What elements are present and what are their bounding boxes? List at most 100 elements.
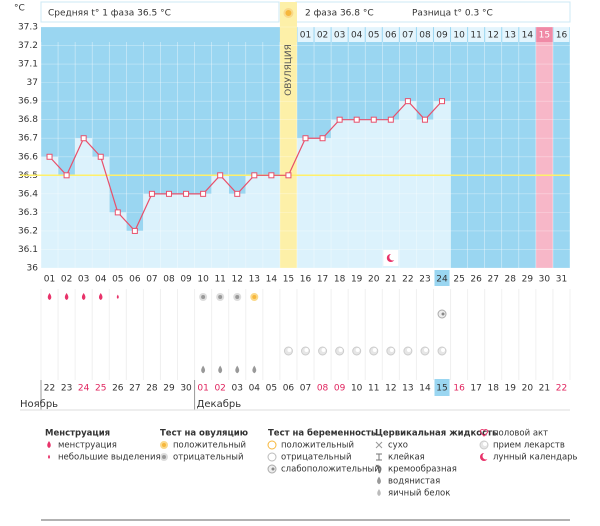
temp-point [234,190,241,197]
temp-point [285,172,292,179]
month-label: Декабрь [197,399,242,410]
date-label: 20 [522,384,534,394]
icon-pill [420,346,430,356]
legend-title: Тест на беременность [268,428,376,439]
date-label: 13 [402,384,413,394]
icon-drop [47,293,52,300]
date-label: 09 [334,384,346,394]
icon-moon [480,452,490,461]
icon-water [201,365,206,374]
temp-point [319,135,326,142]
luteal-day: 13 [505,31,516,41]
icon-part [376,453,382,461]
temp-column [262,175,280,268]
legend-label: небольшие выделения [58,453,161,463]
x-tick-label: 17 [317,275,328,285]
temp-column [365,119,383,268]
temp-column [416,119,434,268]
luteal-day: 07 [402,31,413,41]
luteal-cell [519,27,536,42]
luteal-cell [331,27,348,42]
legend-label: яичный белок [388,489,450,499]
y-unit: °C [14,4,25,14]
luteal-day: 06 [385,31,397,41]
icon-pregweak [267,464,277,474]
icon-pill [403,346,413,356]
legend-label: положительный [173,441,246,451]
icon-part [64,293,69,300]
date-label: 05 [266,384,277,394]
icon-part [235,365,240,374]
date-label: 07 [300,384,311,394]
temp-point [439,98,446,105]
icon-pregpos [267,440,277,450]
icon-pill [301,346,310,356]
ovulation-label: ОВУЛЯЦИЯ [284,44,294,96]
icon-pregweak [437,309,447,319]
luteal-cell [451,27,468,42]
icon-part [98,293,103,300]
temp-column [228,193,246,268]
icon-ovpos [250,293,259,301]
date-label: 22 [44,384,55,394]
month-label: Ноябрь [20,399,58,410]
x-tick-label: 28 [505,275,517,285]
date-label: 23 [61,384,72,394]
temp-column [143,193,161,268]
x-tick-label: 26 [470,275,482,285]
day-highlight [434,270,450,286]
x-tick-label: 01 [44,275,55,285]
icon-drop [98,293,103,300]
temp-column [160,193,178,268]
date-label: 14 [419,384,431,394]
icon-part [252,365,257,374]
icon-smalldrop [116,294,119,299]
icon-pill [335,346,345,356]
temp-point [131,227,138,234]
date-label: 27 [129,384,140,394]
y-tick-label: 36.7 [18,134,38,144]
luteal-day: 09 [436,31,448,41]
temp-column [348,119,366,268]
temp-point [148,190,155,197]
date-label: 28 [146,384,158,394]
luteal-day: 14 [522,31,534,41]
luteal-day: 05 [368,31,379,41]
icon-pill [318,346,328,356]
temp-column [331,119,349,268]
icon-part [47,454,51,459]
icon-pregneg [267,452,277,462]
y-tick-label: 37.1 [18,60,38,70]
luteal-cell [314,27,331,42]
legend-title: Цервикальная жидкость [375,429,497,439]
luteal-cell [297,27,314,42]
legend-label: слабоположительный [281,465,380,475]
icon-part [375,441,383,449]
icon-water [377,476,381,485]
legend-label: положительный [281,441,354,451]
luteal-cell [416,27,433,42]
temp-column [382,119,400,268]
legend-label: лунный календарь [493,453,578,463]
date-label: 21 [539,384,550,394]
date-label: 16 [453,384,465,394]
date-label: 01 [197,384,208,394]
header-panel [40,1,280,23]
temp-column [58,175,76,268]
icon-ovneg [233,293,242,301]
date-label: 17 [470,384,481,394]
y-tick-label: 37.3 [18,23,38,33]
icon-ovneg [216,293,225,301]
temp-point [165,190,172,197]
icon-part [250,293,259,301]
icon-pill [386,346,396,356]
luteal-day: 10 [453,31,465,41]
x-tick-label: 27 [487,275,498,285]
x-tick-label: 13 [249,275,260,285]
date-label: 08 [317,384,329,394]
icon-part [47,293,52,300]
date-label: 06 [283,384,295,394]
icon-ovneg [199,293,208,301]
temp-column [296,138,315,268]
icon-part [338,348,343,352]
